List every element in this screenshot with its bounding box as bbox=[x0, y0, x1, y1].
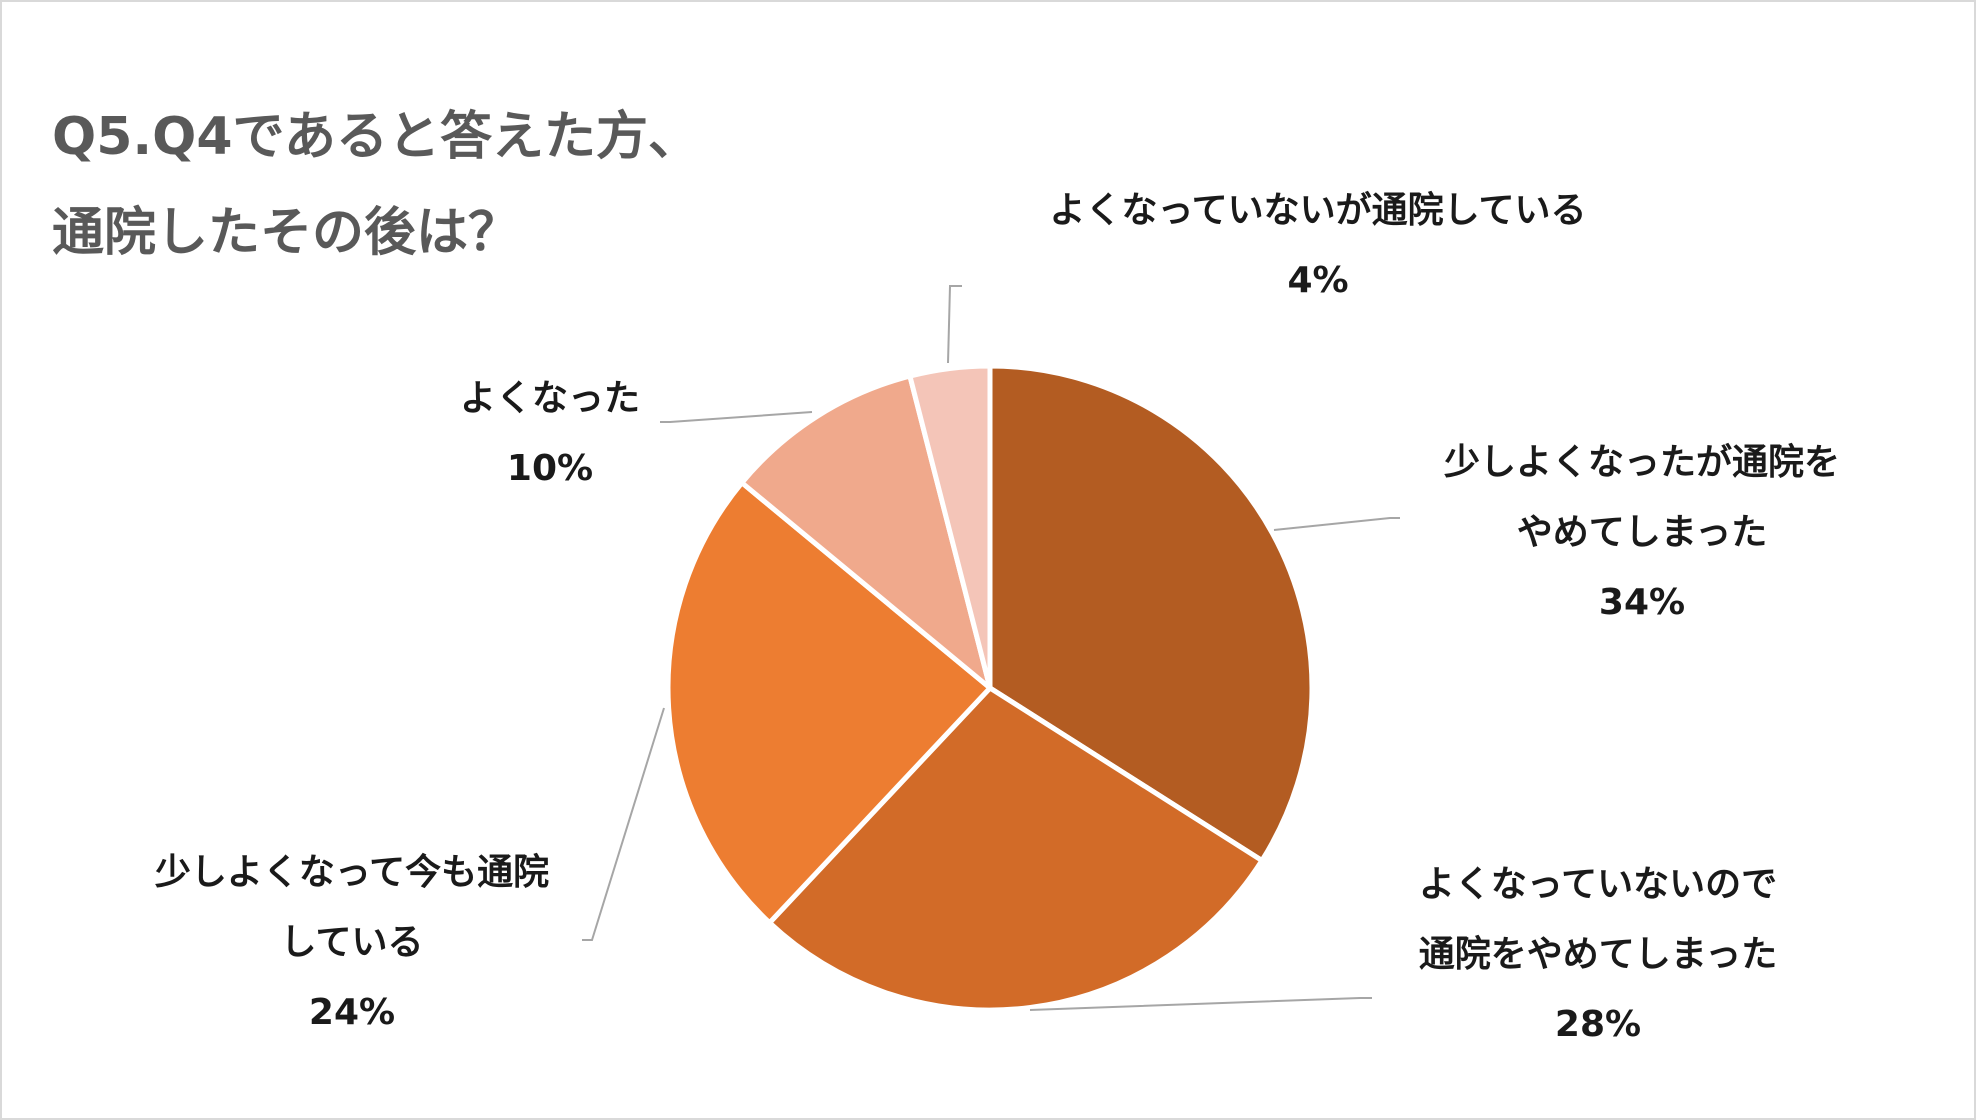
slice-2-label: よくなっていないので bbox=[1419, 864, 1777, 905]
pie-slices bbox=[665, 363, 1315, 1013]
slice-4-label: よくなった bbox=[460, 378, 640, 419]
slice-1-label: やめてしまった bbox=[1517, 512, 1768, 553]
slice-1-label: 少しよくなったが通院を bbox=[1444, 442, 1840, 483]
leader-lines bbox=[582, 285, 1400, 1011]
chart-title-line-2: 通院したその後は？ bbox=[52, 203, 521, 263]
chart-title-line-1: Q5.Q4であると答えた方、 bbox=[52, 107, 701, 167]
slice-4-percent: 10% bbox=[507, 448, 593, 489]
slice-3-label: 少しよくなって今も通院 bbox=[155, 852, 549, 893]
leader-line-4 bbox=[660, 411, 813, 423]
leader-line-3 bbox=[582, 707, 665, 941]
slice-1-percent: 34% bbox=[1599, 582, 1685, 623]
slice-3-label: している bbox=[281, 922, 424, 963]
leader-line-5 bbox=[947, 285, 962, 364]
pie-slice-2 bbox=[767, 685, 1265, 1013]
pie-slice-3 bbox=[665, 480, 993, 926]
pie-slice-5 bbox=[907, 363, 993, 691]
leader-line-1 bbox=[1273, 517, 1400, 531]
slice-2-percent: 28% bbox=[1555, 1004, 1641, 1045]
slice-5-percent: 4% bbox=[1287, 260, 1348, 301]
slice-2-label: 通院をやめてしまった bbox=[1419, 934, 1778, 975]
leader-line-2 bbox=[1029, 997, 1372, 1011]
slice-5-label: よくなっていないが通院している bbox=[1049, 190, 1586, 231]
slice-3-percent: 24% bbox=[309, 992, 395, 1033]
